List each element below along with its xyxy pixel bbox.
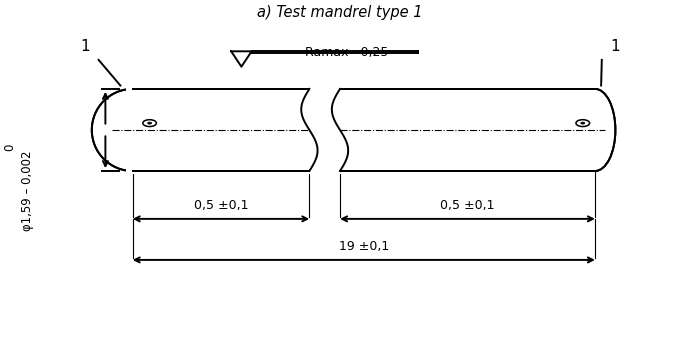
Text: 1: 1	[80, 39, 90, 54]
Text: 0,5 ±0,1: 0,5 ±0,1	[194, 199, 248, 212]
Text: 19 ±0,1: 19 ±0,1	[339, 240, 389, 253]
Bar	[126, 86, 595, 174]
Circle shape	[581, 122, 585, 124]
Text: 0: 0	[3, 144, 17, 151]
Text: a) Test mandrel type 1: a) Test mandrel type 1	[257, 5, 423, 20]
Circle shape	[143, 120, 156, 127]
Text: Ramax   0,25: Ramax 0,25	[305, 45, 388, 59]
Text: φ1,59 – 0,002: φ1,59 – 0,002	[20, 150, 34, 231]
Text: 1: 1	[611, 39, 620, 54]
Bar	[133, 89, 595, 171]
Circle shape	[576, 120, 590, 127]
Circle shape	[148, 122, 152, 124]
Text: 0,5 ±0,1: 0,5 ±0,1	[440, 199, 495, 212]
Bar	[133, 86, 595, 174]
